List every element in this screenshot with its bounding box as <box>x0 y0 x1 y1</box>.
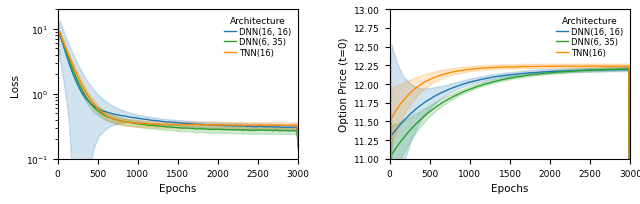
Legend: DNN(16, 16), DNN(6, 35), TNN(16): DNN(16, 16), DNN(6, 35), TNN(16) <box>553 14 626 60</box>
Legend: DNN(16, 16), DNN(6, 35), TNN(16): DNN(16, 16), DNN(6, 35), TNN(16) <box>221 14 294 60</box>
DNN(16, 16) <box>428 98 435 100</box>
Line: TNN(16): TNN(16) <box>58 32 298 143</box>
DNN(6, 35) <box>157 125 164 128</box>
TNN(16) <box>264 124 271 127</box>
Y-axis label: Loss: Loss <box>10 73 20 96</box>
TNN(16) <box>596 66 604 68</box>
X-axis label: Epochs: Epochs <box>159 183 196 193</box>
DNN(6, 35) <box>622 68 630 71</box>
DNN(6, 35) <box>146 125 154 127</box>
Y-axis label: Option Price (t=0): Option Price (t=0) <box>339 38 349 132</box>
DNN(6, 35) <box>596 69 604 72</box>
DNN(6, 35) <box>54 49 61 51</box>
DNN(16, 16) <box>294 144 302 147</box>
DNN(6, 35) <box>290 130 298 132</box>
DNN(6, 35) <box>264 129 271 132</box>
DNN(16, 16) <box>290 126 298 129</box>
TNN(16) <box>413 86 421 89</box>
DNN(6, 35) <box>294 148 302 150</box>
TNN(16) <box>56 31 63 34</box>
DNN(16, 16) <box>620 69 628 71</box>
Line: DNN(16, 16): DNN(16, 16) <box>390 70 630 204</box>
DNN(6, 35) <box>56 31 63 34</box>
DNN(16, 16) <box>413 107 421 110</box>
DNN(16, 16) <box>264 126 271 128</box>
DNN(16, 16) <box>54 49 61 51</box>
DNN(6, 35) <box>478 84 486 87</box>
TNN(16) <box>428 78 435 81</box>
DNN(16, 16) <box>489 77 497 79</box>
DNN(16, 16) <box>478 79 486 81</box>
TNN(16) <box>157 123 164 126</box>
Line: DNN(16, 16): DNN(16, 16) <box>58 33 298 145</box>
TNN(16) <box>54 49 61 51</box>
Line: DNN(6, 35): DNN(6, 35) <box>390 69 630 204</box>
TNN(16) <box>146 123 154 125</box>
TNN(16) <box>489 67 497 69</box>
DNN(6, 35) <box>489 81 497 84</box>
TNN(16) <box>95 109 103 112</box>
TNN(16) <box>590 65 598 68</box>
TNN(16) <box>81 90 89 92</box>
DNN(6, 35) <box>413 122 421 124</box>
Line: TNN(16): TNN(16) <box>390 67 630 204</box>
TNN(16) <box>622 66 630 68</box>
DNN(16, 16) <box>157 120 164 123</box>
DNN(16, 16) <box>95 109 103 111</box>
DNN(6, 35) <box>428 110 435 112</box>
X-axis label: Epochs: Epochs <box>492 183 529 193</box>
DNN(6, 35) <box>95 111 103 114</box>
DNN(16, 16) <box>56 32 63 34</box>
TNN(16) <box>294 142 302 145</box>
DNN(6, 35) <box>625 68 632 71</box>
DNN(16, 16) <box>596 70 604 72</box>
DNN(16, 16) <box>146 119 154 122</box>
DNN(6, 35) <box>81 95 89 97</box>
Line: DNN(6, 35): DNN(6, 35) <box>58 33 298 149</box>
TNN(16) <box>290 124 298 127</box>
DNN(16, 16) <box>81 97 89 99</box>
TNN(16) <box>478 68 486 70</box>
DNN(16, 16) <box>622 69 630 71</box>
